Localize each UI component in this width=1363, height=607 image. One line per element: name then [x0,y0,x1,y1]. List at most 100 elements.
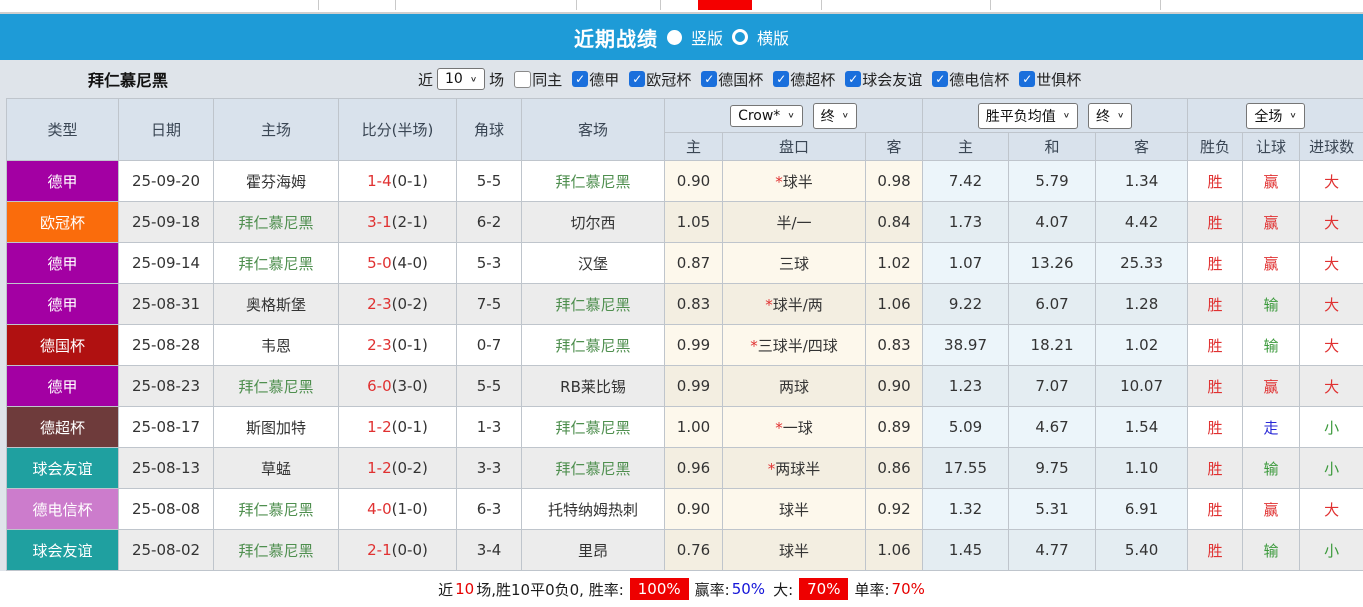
match-type-badge[interactable]: 球会友谊 [7,448,119,489]
fulltime-score[interactable]: 1-2 [367,459,392,477]
same-home-filter[interactable]: 同主 [508,69,562,90]
score-cell[interactable]: 2-3(0-1) [339,325,457,366]
result-goals: 大 [1300,366,1363,407]
away-team[interactable]: 拜仁慕尼黑 [522,448,665,489]
fulltime-score[interactable]: 1-2 [367,418,392,436]
away-team[interactable]: 拜仁慕尼黑 [522,284,665,325]
home-team[interactable]: 斯图加特 [214,407,339,448]
view-option-horizontal[interactable]: 横版 [757,25,789,49]
average-time-select[interactable]: 终∨ [1088,103,1132,129]
league-filter-telekom-cup[interactable]: 德电信杯 [926,69,1009,90]
fulltime-score[interactable]: 4-0 [367,500,392,518]
home-team[interactable]: 奥格斯堡 [214,284,339,325]
fulltime-score[interactable]: 2-3 [367,336,392,354]
match-type-badge[interactable]: 德甲 [7,243,119,284]
halftime-score: (0-1) [392,336,428,354]
score-cell[interactable]: 4-0(1-0) [339,489,457,530]
big-rate-badge: 70% [799,578,848,600]
match-type-badge[interactable]: 德电信杯 [7,489,119,530]
match-type-badge[interactable]: 欧冠杯 [7,202,119,243]
handicap-odds-home: 0.90 [665,489,723,530]
home-team[interactable]: 拜仁慕尼黑 [214,489,339,530]
home-team[interactable]: 拜仁慕尼黑 [214,366,339,407]
checkbox-checked-icon[interactable] [1019,71,1035,87]
score-cell[interactable]: 1-2(0-2) [339,448,457,489]
match-type-badge[interactable]: 德超杯 [7,407,119,448]
view-option-vertical[interactable]: 竖版 [691,25,723,49]
home-team[interactable]: 韦恩 [214,325,339,366]
league-filter-club-world-cup[interactable]: 世俱杯 [1013,69,1081,90]
home-team[interactable]: 拜仁慕尼黑 [214,243,339,284]
handicap-odds-home: 0.83 [665,284,723,325]
checkbox-unchecked-icon[interactable] [514,71,531,88]
match-type-badge[interactable]: 德甲 [7,284,119,325]
match-date: 25-09-14 [119,243,214,284]
result-goals: 大 [1300,202,1363,243]
radio-horizontal-unselected-icon[interactable] [732,29,748,45]
league-filter-bundesliga[interactable]: 德甲 [566,69,619,90]
league-filter-dfb-pokal[interactable]: 德国杯 [695,69,763,90]
home-team[interactable]: 拜仁慕尼黑 [214,202,339,243]
avg-odds-draw: 5.31 [1009,489,1096,530]
avg-odds-home: 1.23 [923,366,1009,407]
away-team[interactable]: 切尔西 [522,202,665,243]
match-count-select[interactable]: 10∨ [437,68,485,90]
checkbox-checked-icon[interactable] [932,71,948,87]
single-rate-label: 单率: [854,579,889,600]
corners: 6-3 [457,489,522,530]
away-team[interactable]: 拜仁慕尼黑 [522,325,665,366]
score-cell[interactable]: 2-3(0-2) [339,284,457,325]
fulltime-score[interactable]: 6-0 [367,377,392,395]
cropped-red-button[interactable] [698,0,752,10]
match-type-badge[interactable]: 球会友谊 [7,530,119,571]
league-filter-friendly[interactable]: 球会友谊 [839,69,922,90]
home-team[interactable]: 霍芬海姆 [214,161,339,202]
score-cell[interactable]: 3-1(2-1) [339,202,457,243]
score-cell[interactable]: 5-0(4-0) [339,243,457,284]
score-cell[interactable]: 1-4(0-1) [339,161,457,202]
fulltime-score[interactable]: 1-4 [367,172,392,190]
score-cell[interactable]: 6-0(3-0) [339,366,457,407]
league-filter-supercup[interactable]: 德超杯 [767,69,835,90]
average-type-select[interactable]: 胜平负均值∨ [978,103,1078,129]
score-cell[interactable]: 1-2(0-1) [339,407,457,448]
odds-company-select[interactable]: Crow*∨ [730,105,803,127]
away-team[interactable]: 托特纳姆热刺 [522,489,665,530]
checkbox-checked-icon[interactable] [773,71,789,87]
table-row: 德电信杯 25-08-08 拜仁慕尼黑 4-0(1-0) 6-3 托特纳姆热刺 … [7,489,1363,530]
away-team[interactable]: RB莱比锡 [522,366,665,407]
result-handicap: 输 [1243,448,1300,489]
checkbox-checked-icon[interactable] [572,71,588,87]
score-cell[interactable]: 2-1(0-0) [339,530,457,571]
result-handicap: 赢 [1243,489,1300,530]
match-type-badge[interactable]: 德甲 [7,366,119,407]
match-type-badge[interactable]: 德国杯 [7,325,119,366]
away-team[interactable]: 汉堡 [522,243,665,284]
chevron-down-icon: ∨ [787,111,794,119]
checkbox-checked-icon[interactable] [629,71,645,87]
away-team[interactable]: 里昂 [522,530,665,571]
halftime-score: (3-0) [392,377,428,395]
subheader-avg-draw: 和 [1009,133,1096,161]
result-handicap: 输 [1243,530,1300,571]
fulltime-score[interactable]: 2-3 [367,295,392,313]
league-filter-ucl[interactable]: 欧冠杯 [623,69,691,90]
avg-odds-draw: 4.07 [1009,202,1096,243]
fulltime-score[interactable]: 2-1 [367,541,392,559]
single-rate-value: 70% [892,580,925,598]
fulltime-score[interactable]: 3-1 [367,213,392,231]
fulltime-score[interactable]: 5-0 [367,254,392,272]
radio-vertical-selected-icon[interactable] [667,30,682,45]
match-type-badge[interactable]: 德甲 [7,161,119,202]
home-team[interactable]: 拜仁慕尼黑 [214,530,339,571]
away-team[interactable]: 拜仁慕尼黑 [522,161,665,202]
scope-select[interactable]: 全场∨ [1246,103,1304,129]
checkbox-checked-icon[interactable] [845,71,861,87]
checkbox-checked-icon[interactable] [701,71,717,87]
odds-time-select[interactable]: 终∨ [813,103,857,129]
away-team[interactable]: 拜仁慕尼黑 [522,407,665,448]
result-goals: 大 [1300,489,1363,530]
cropped-ui-remnant [990,0,991,10]
home-team[interactable]: 草蜢 [214,448,339,489]
